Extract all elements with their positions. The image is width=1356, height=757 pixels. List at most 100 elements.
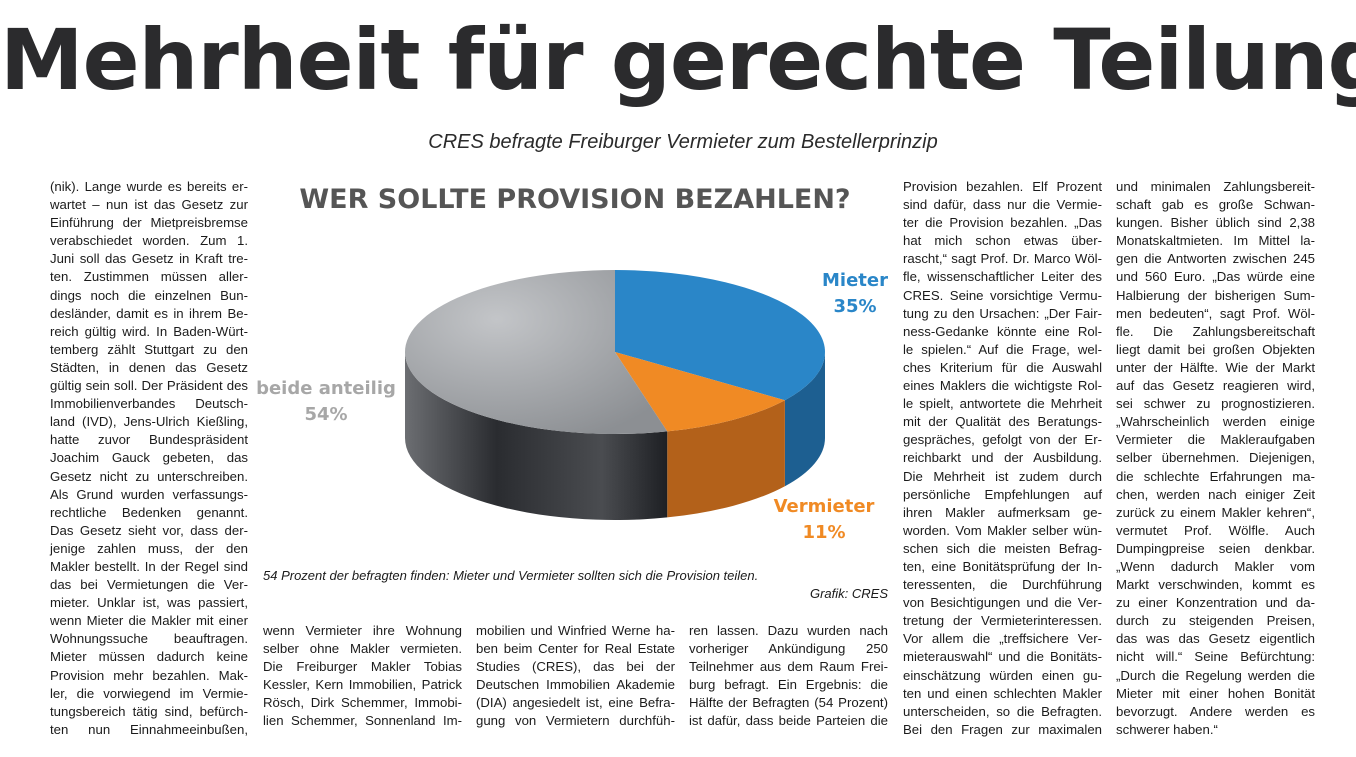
text-line: eines Maklers die wichtigste Rol-: [903, 378, 1102, 394]
text-line: gültig sein soll. Der Präsident des: [50, 378, 248, 394]
text-line: wenn Mieter die Makler mit einer: [50, 613, 248, 629]
text-line: reich gültig wird. In Baden-Würt-: [50, 323, 248, 339]
text-line: fle, wissenschaftlicher Leiter des: [903, 269, 1102, 285]
text-line: Einführung der Mietpreisbremse: [50, 215, 248, 231]
text-line: Als Grund wurden verfassungs-: [50, 486, 248, 502]
text-line: Juni soll das Gesetz in Kraft tre-: [50, 251, 248, 267]
text-line: ten. Zustimmen müssen aller-: [50, 269, 248, 285]
text-line: schwerer haben.“: [1116, 721, 1218, 737]
text-line: tretung der Vermieterinteressen.: [903, 613, 1102, 629]
text-line: verabschiedet worden. Zum 1.: [50, 233, 248, 249]
text-line: Provision mehr bezahlen. Mak-: [50, 667, 248, 683]
chart-title: WER SOLLTE PROVISION BEZAHLEN?: [299, 184, 851, 215]
slice-value-mieter: 35%: [833, 296, 877, 317]
article-subhead: CRES befragte Freiburger Vermieter zum B…: [428, 131, 938, 153]
text-line: das bei Vermietungen die Ver-: [50, 577, 248, 593]
text-line: „Wahrscheinlich werden einige: [1116, 414, 1315, 430]
text-line: mieterauswahl“ und die Bonitäts-: [903, 649, 1102, 665]
pie-slice-vermieter: [615, 352, 785, 432]
slice-value-beide-anteilig: 54%: [304, 404, 348, 425]
figure-caption: 54 Prozent der befragten finden: Mieter …: [263, 568, 759, 583]
text-line: liegt damit bei großen Objekten: [1116, 341, 1315, 357]
text-line: „Wenn dadurch Makler vom: [1116, 558, 1315, 574]
text-line: Vermieter die Makleraufgaben: [1116, 432, 1315, 448]
text-line: CRES. Seine vorsichtige Vermu-: [903, 287, 1102, 303]
text-line: Rösch, Dirk Schemmer, Immobi-: [263, 695, 462, 711]
text-line: Wohnungssuche beauftragen.: [50, 631, 248, 647]
text-line: tungsbereich tätig sind, befürch-: [50, 703, 248, 719]
text-line: Das Gesetz sieht vor, dass der-: [50, 522, 248, 538]
text-line: men bedeuten“, sagt Prof. Wöl-: [1116, 305, 1315, 321]
text-line: Vor allem die „treffsichere Ver-: [903, 631, 1102, 647]
text-line: worden. Vom Makler selber wün-: [903, 522, 1102, 538]
text-line: persönliche Empfehlungen auf: [903, 486, 1102, 502]
slice-name-mieter: Mieter: [822, 270, 888, 291]
text-line: von Besichtigungen und die Ver-: [903, 595, 1102, 611]
text-line: Mieter mit einer hohen Bonität: [1116, 685, 1315, 701]
text-line: Hälfte der Befragten (54 Prozent): [689, 695, 888, 711]
text-line: teressenten, die Durchführung: [903, 577, 1102, 593]
text-line: Teilnehmer aus dem Raum Frei-: [689, 659, 888, 675]
text-line: ten nun Einnahmeeinbußen,: [50, 721, 248, 737]
slice-label-vermieter: Vermieter 11%: [766, 494, 882, 546]
text-line: mit der Qualität des Beratungs-: [903, 414, 1102, 430]
text-line: sind dafür, dass nur die Vermie-: [903, 197, 1102, 213]
pie-chart: [405, 270, 825, 520]
text-line: mieter. Unklar ist, was passiert,: [50, 595, 248, 611]
text-line: Makler bestellt. In der Regel sind: [50, 558, 248, 574]
article-headline: Mehrheit für gerechte Teilung: [0, 11, 1356, 109]
article-column-1: (nik). Lange wurde es bereits er-wartet …: [50, 178, 248, 739]
pie-slice-beide-anteilig: [405, 270, 668, 434]
text-line: ter die Provision bezahlen. „Das: [903, 215, 1102, 231]
text-line: le spielt, antwortete die Mehrheit: [903, 396, 1102, 412]
article-column-6: und minimalen Zahlungsbereit-schaft gab …: [1116, 178, 1315, 739]
text-line: „Durch die Regelung werden die: [1116, 667, 1315, 683]
text-line: fle. Die Zahlungsbereitschaft: [1116, 323, 1315, 339]
text-line: zu einer Konzentration und da-: [1116, 595, 1315, 611]
text-line: land (IVD), Jens-Ulrich Kießling,: [50, 414, 248, 430]
text-line: ness-Gedanke könnte eine Rol-: [903, 323, 1102, 339]
text-line: selber übernehmen. Diejenigen,: [1116, 450, 1315, 466]
figure-credit: Grafik: CRES: [809, 586, 888, 601]
article-column-2: wenn Vermieter ihre Wohnung selber ohne M…: [263, 622, 462, 731]
text-line: zurück zu einem Makler kehren“,: [1116, 504, 1315, 520]
text-line: und 560 Euro. „Das würde eine: [1116, 269, 1315, 285]
text-line: temberg zählt Stuttgart zu den: [50, 341, 248, 357]
text-line: mobilien und Winfried Werne ha-: [476, 623, 675, 638]
text-line: und minimalen Zahlungsbereit-: [1116, 179, 1315, 194]
text-line: le spielen.“ Auf die Frage, wel-: [903, 341, 1102, 357]
text-line: die schlechte Erfahrungen ma-: [1116, 468, 1315, 484]
text-line: hat mich schon etwas über-: [903, 233, 1102, 249]
text-line: ist dafür, dass beide Parteien die: [689, 713, 888, 729]
text-line: burg befragt. Ein Ergebnis: die: [689, 677, 888, 693]
text-line: Städten, in denen das Gesetz: [50, 359, 248, 375]
text-line: rechtliche Bedenken genannt.: [50, 504, 248, 520]
text-line: Markt verschwinden, kommt es: [1116, 577, 1315, 593]
text-line: schen sich die meisten Befrag-: [903, 540, 1102, 556]
pie-slice-mieter: [615, 270, 825, 401]
article-column-4: ren lassen. Dazu wurden nach vorheriger A…: [689, 622, 888, 731]
text-line: Monatskaltmieten. Im Mittel la-: [1116, 233, 1315, 249]
text-line: hatte zuvor Bundespräsident: [50, 432, 248, 448]
text-line: Studies (CRES), das bei der: [476, 659, 675, 675]
text-line: auf das Gesetz reagieren wird,: [1116, 378, 1315, 394]
text-line: Deutschen Immobilien Akademie: [476, 677, 675, 693]
text-line: Provision bezahlen. Elf Prozent: [903, 179, 1102, 194]
text-line: ten, eine Bonitätsprüfung der In-: [903, 558, 1102, 574]
text-line: ler, die vorwiegend im Vermie-: [50, 685, 248, 701]
text-line: bevorzugt. Andere werden es: [1116, 703, 1315, 719]
text-line: (DIA) angesiedelt ist, eine Befra-: [476, 695, 675, 711]
text-line: unter der Hälfte. Wie der Markt: [1116, 359, 1315, 375]
article-column-5: Provision bezahlen. Elf Prozent sind dafü…: [903, 178, 1102, 739]
pie-side-mieter: [784, 352, 825, 487]
text-line: gung von Vermietern durchfüh-: [476, 713, 675, 729]
text-line: Immobilienverbandes Deutsch-: [50, 396, 248, 412]
text-line: schaft gab es große Schwan-: [1116, 197, 1315, 213]
text-line: lien Schemmer, Sonnenland Im-: [263, 713, 462, 729]
text-line: (nik). Lange wurde es bereits er-: [50, 179, 248, 194]
text-line: nicht will.“ Seine Befürchtung:: [1116, 649, 1315, 665]
text-line: Die Freiburger Makler Tobias: [263, 659, 462, 675]
text-line: Die Mehrheit ist zudem durch: [903, 468, 1102, 484]
text-line: unterscheiden, so die Befragten.: [903, 703, 1102, 719]
text-line: Bei den Fragen zur maximalen: [903, 721, 1102, 737]
